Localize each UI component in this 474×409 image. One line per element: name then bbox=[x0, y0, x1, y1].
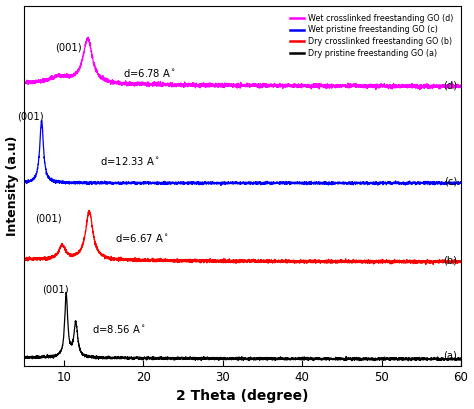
Text: (c): (c) bbox=[444, 177, 457, 187]
Text: (001): (001) bbox=[35, 213, 61, 223]
Text: (001): (001) bbox=[43, 285, 69, 294]
Text: (001): (001) bbox=[55, 43, 82, 53]
Text: d=6.67 A$^\circ$: d=6.67 A$^\circ$ bbox=[116, 232, 169, 244]
X-axis label: 2 Theta (degree): 2 Theta (degree) bbox=[176, 389, 309, 403]
Text: (a): (a) bbox=[443, 351, 457, 361]
Y-axis label: Intensity (a.u): Intensity (a.u) bbox=[6, 136, 18, 236]
Text: d=8.56 A$^\circ$: d=8.56 A$^\circ$ bbox=[91, 323, 146, 335]
Text: d=6.78 A$^\circ$: d=6.78 A$^\circ$ bbox=[123, 67, 176, 79]
Text: (001): (001) bbox=[18, 112, 44, 122]
Legend: Wet crosslinked freestanding GO (d), Wet pristine freestanding GO (c), Dry cross: Wet crosslinked freestanding GO (d), Wet… bbox=[286, 9, 457, 62]
Text: (d): (d) bbox=[443, 81, 457, 91]
Text: (b): (b) bbox=[443, 255, 457, 265]
Text: d=12.33 A$^\circ$: d=12.33 A$^\circ$ bbox=[100, 155, 160, 167]
